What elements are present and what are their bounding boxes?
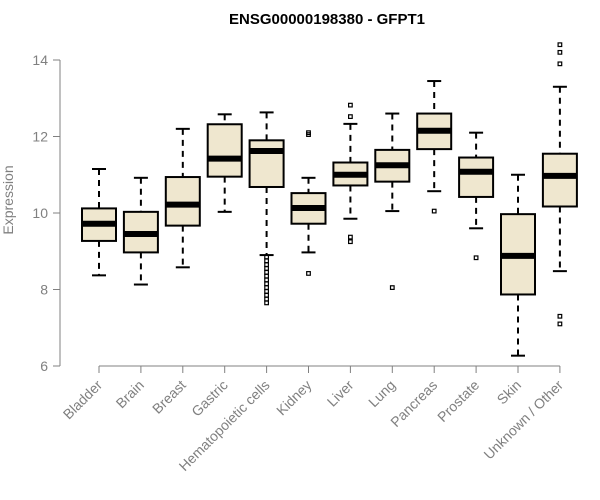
outlier-point <box>264 277 269 283</box>
x-tick-label: Kidney <box>273 377 315 419</box>
outlier-point <box>264 281 269 287</box>
box-liver <box>332 102 369 245</box>
x-tick-label: Bladder <box>60 377 106 423</box>
y-axis: 6 8 10 12 14 <box>32 52 61 374</box>
x-tick-label: Liver <box>324 377 357 410</box>
chart-title: ENSG00000198380 - GFPT1 <box>229 11 425 28</box>
outlier-point <box>264 258 269 264</box>
outlier-point <box>557 61 563 67</box>
outlier-point <box>348 114 353 120</box>
x-tick-label: Breast <box>149 377 189 417</box>
iqr-box <box>164 176 201 227</box>
outlier-point <box>264 266 269 271</box>
iqr-box <box>248 139 285 188</box>
outlier-point <box>264 285 269 290</box>
outlier-point <box>264 254 269 260</box>
outlier-point <box>264 262 269 268</box>
outlier-point <box>431 208 437 214</box>
outlier-point <box>264 300 269 306</box>
box-bladder <box>81 168 117 277</box>
outlier-point <box>264 269 269 275</box>
y-tick-label: 12 <box>32 129 48 145</box>
x-tick-label: Lung <box>365 377 398 410</box>
box-pancreas <box>416 80 453 214</box>
outlier-point <box>348 102 353 108</box>
outlier-point <box>557 321 563 327</box>
outlier-point <box>557 42 563 48</box>
y-axis-label: Expression <box>0 165 16 234</box>
x-tick-label: Brain <box>113 377 147 411</box>
iqr-box <box>206 123 243 178</box>
box-kidney <box>290 130 327 276</box>
x-tick-label: Unknown / Other <box>480 377 566 463</box>
box-hematopoietic-cells <box>248 111 285 306</box>
y-tick-label: 6 <box>40 358 48 374</box>
y-tick-label: 8 <box>40 282 48 298</box>
y-tick-label: 10 <box>32 205 48 221</box>
x-tick-label: Skin <box>494 377 525 408</box>
outlier-point <box>557 313 563 319</box>
outlier-point <box>264 289 269 294</box>
iqr-box <box>458 156 495 198</box>
box-unknown-other <box>541 42 578 327</box>
outlier-point <box>306 271 311 276</box>
outlier-point <box>557 49 563 55</box>
box-skin <box>500 173 536 357</box>
outlier-point <box>389 285 395 290</box>
outlier-point <box>306 132 311 137</box>
box-breast <box>164 127 201 269</box>
x-tick-label: Pancreas <box>387 377 440 430</box>
box-gastric <box>206 113 243 213</box>
outlier-point <box>348 239 353 245</box>
outlier-point <box>473 255 479 261</box>
box-lung <box>374 112 411 290</box>
y-tick-label: 14 <box>32 52 48 68</box>
iqr-box <box>541 152 578 208</box>
outlier-point <box>348 234 353 240</box>
outlier-point <box>264 292 269 298</box>
box-prostate <box>458 131 495 261</box>
outlier-point <box>264 296 269 302</box>
x-tick-label: Prostate <box>434 377 482 425</box>
outlier-point <box>264 273 269 279</box>
box-brain <box>122 176 159 286</box>
boxes-group <box>81 42 578 357</box>
